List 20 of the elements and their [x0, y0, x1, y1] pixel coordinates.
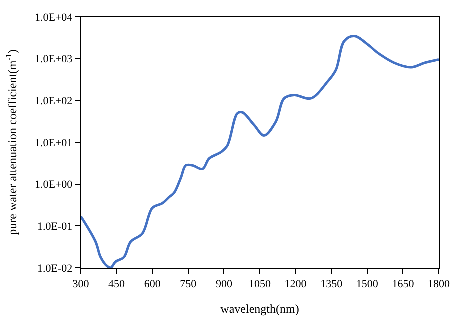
line-series [81, 34, 439, 268]
y-tick-label: 1.0E+04 [35, 12, 74, 24]
x-tick-label: 600 [144, 278, 162, 290]
x-tick-label: 1050 [249, 278, 272, 290]
x-tick-label: 1650 [392, 278, 415, 290]
x-tick-label: 1200 [284, 278, 308, 290]
x-axis-title: wavelength(nm) [220, 302, 300, 316]
y-tick-label: 1.0E+02 [35, 96, 73, 108]
x-tick-label: 450 [108, 278, 126, 290]
x-tick-label: 900 [216, 278, 233, 290]
y-tick-label: 1.0E+01 [35, 137, 73, 150]
y-tick-label: 1.0E+03 [35, 54, 74, 66]
y-tick-label: 1.0E+00 [35, 179, 74, 192]
x-tick-label: 1350 [320, 278, 344, 290]
x-tick-label: 750 [180, 278, 198, 290]
y-tick-label: 1.0E-02 [38, 262, 73, 275]
y-tick-label: 1.0E-01 [38, 221, 73, 234]
x-tick-label: 1500 [356, 278, 379, 290]
x-tick-label: 1800 [428, 278, 450, 290]
x-tick-label: 300 [72, 278, 90, 290]
